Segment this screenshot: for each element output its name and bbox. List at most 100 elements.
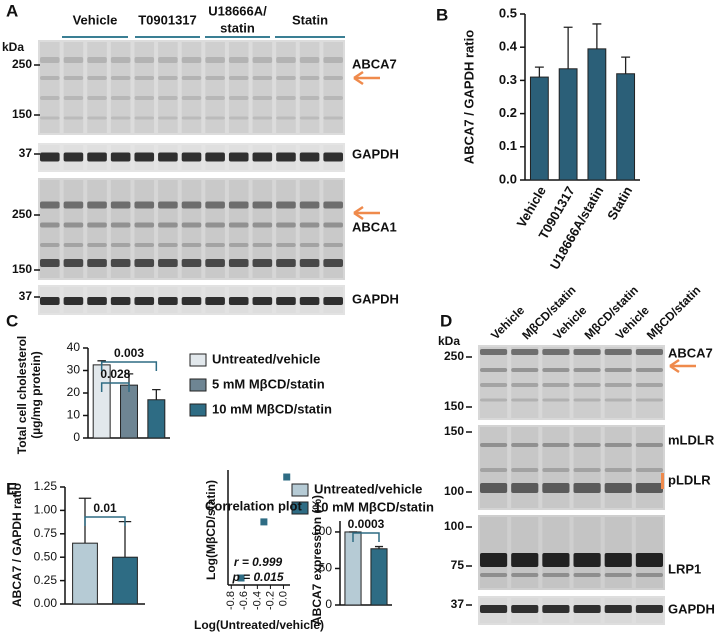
band [40,297,60,305]
band [604,349,632,355]
chart-title: Correlation plot [205,498,302,513]
lane [542,427,570,508]
band [604,553,632,567]
lane [323,42,343,133]
band [511,383,539,387]
error-bar [621,56,631,74]
band [276,222,296,228]
band [110,201,131,209]
band [63,152,84,162]
y-tick-label: 0.5 [499,5,517,20]
band [228,57,249,63]
band [635,398,663,402]
lane [299,42,320,133]
band [110,116,131,120]
band [323,116,343,120]
band [252,201,273,209]
legend-label: Untreated/vehicle [212,351,320,366]
band [110,222,131,228]
band [134,96,155,100]
band [181,76,202,80]
y-axis-label: ABCA7 / GAPDH ratio [461,30,476,164]
arrow-head [353,205,364,221]
band [134,222,155,228]
unit-label: kDa [2,40,24,54]
x-tick-label: -0.8 [225,591,237,610]
band [228,96,249,100]
band [252,76,273,80]
band [228,76,249,80]
x-axis-label: Log(Untreated/vehicle) [194,618,324,632]
band [480,573,508,577]
band [323,201,343,209]
band [63,259,84,267]
marker-label: 150 [12,107,32,121]
lane [542,347,570,418]
band [299,152,320,162]
band [158,152,178,162]
band [480,443,508,447]
y-axis-label: Log(MβCD/statin) [204,480,218,580]
band [252,222,273,228]
y-tick-label: 0 [73,430,80,444]
band [158,297,178,305]
bar [616,73,636,181]
band [110,297,131,305]
panel-letter: B [436,5,448,24]
band [573,468,601,472]
band [63,96,84,100]
legend-label: Untreated/vehicle [314,481,422,496]
band [205,152,225,162]
band [511,483,539,493]
band [542,573,570,577]
band [181,201,202,209]
arrow-head [669,358,680,374]
band [134,76,155,80]
band [87,222,107,228]
band [604,483,632,493]
lane [252,42,273,133]
y-tick-label: 100 [312,524,332,538]
y-tick-label: 0.75 [34,526,58,540]
band [40,76,60,80]
band [276,152,296,162]
marker-label: 250 [12,207,32,221]
band [134,259,155,267]
marker-label: 150 [444,424,464,438]
band [181,96,202,100]
band [299,116,320,120]
band [635,605,663,613]
marker-label: 100 [444,484,464,498]
band [323,222,343,228]
y-tick-label: 0.4 [499,39,518,54]
band [158,222,178,228]
bar [529,76,549,181]
legend-swatch [189,378,207,392]
band [573,605,601,613]
bar [587,48,607,181]
band [480,605,508,613]
lane [604,347,632,418]
band-marker [661,473,664,489]
blot-label: pLDLR [668,472,711,487]
band [252,116,273,120]
point [237,574,245,582]
band [542,605,570,613]
band [604,383,632,387]
bar [120,384,138,439]
blot [38,40,345,135]
band [635,573,663,577]
band [40,243,60,247]
legend-swatch [291,483,309,497]
band [40,259,60,267]
band [542,553,570,567]
band [87,243,107,247]
band [542,368,570,372]
band [205,222,225,228]
lane [205,42,225,133]
marker-label: 100 [444,519,464,533]
lane [480,347,508,418]
band [480,383,508,387]
band [205,76,225,80]
blot-label: ABCA7 [352,56,397,71]
